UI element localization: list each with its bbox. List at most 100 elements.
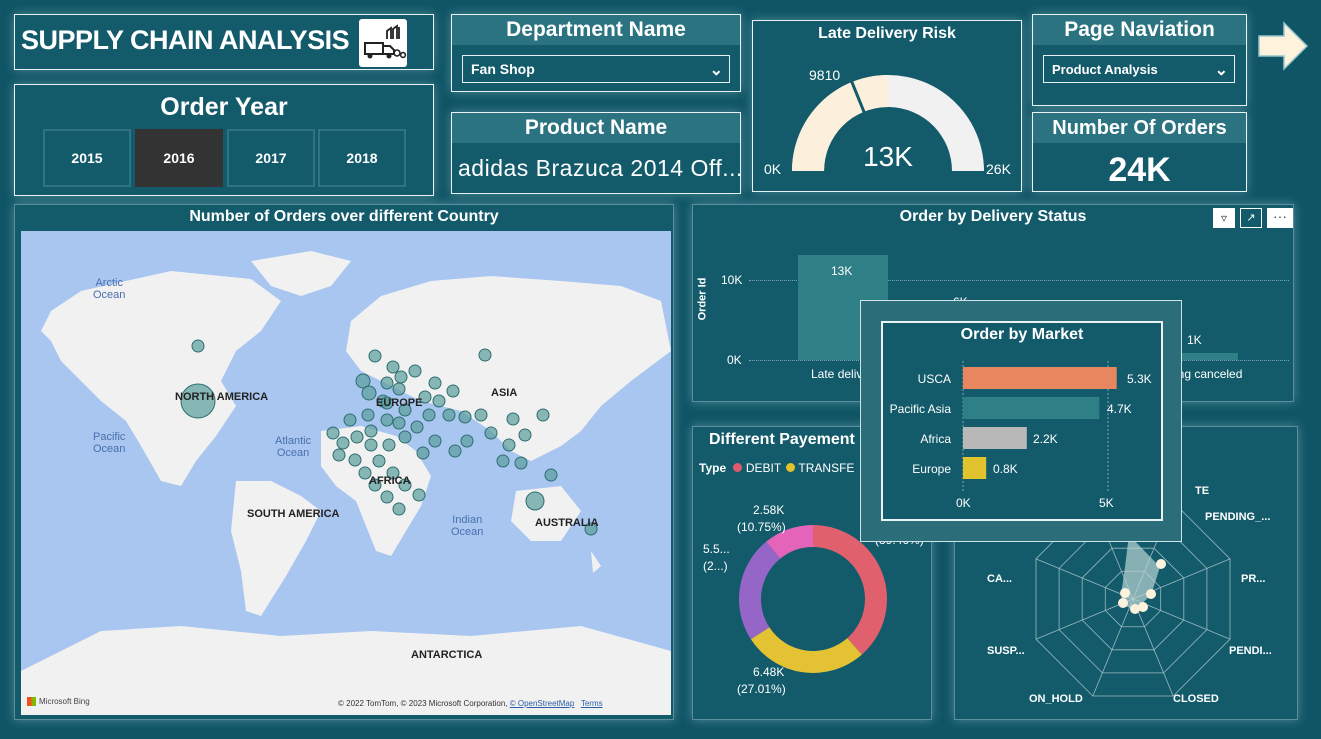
map-bubble[interactable] [398, 430, 412, 444]
map-bubble[interactable] [394, 370, 408, 384]
map-bubble[interactable] [336, 436, 350, 450]
map-bubble[interactable] [506, 412, 520, 426]
payment-donut[interactable] [733, 519, 893, 679]
map-bubble[interactable] [460, 434, 474, 448]
map-bubble[interactable] [380, 376, 394, 390]
market-bar-europe[interactable] [963, 457, 987, 479]
map-bubble[interactable] [372, 454, 386, 468]
map-bubble[interactable] [448, 444, 462, 458]
map-bubble[interactable] [398, 403, 412, 417]
map-bubble[interactable] [418, 390, 432, 404]
chevron-down-icon: ⌄ [1214, 62, 1228, 79]
map-bubble[interactable] [364, 438, 378, 452]
map-bubble[interactable] [446, 384, 460, 398]
map-bubble[interactable] [361, 408, 375, 422]
page-nav-value: Product Analysis [1052, 61, 1158, 77]
map-bubble[interactable] [343, 413, 357, 427]
delivery-bar-label-1k: 1K [1187, 333, 1202, 347]
map-bubble[interactable] [544, 468, 558, 482]
map-bubble[interactable] [584, 522, 598, 536]
map-bubble[interactable] [392, 416, 406, 430]
map-bubble[interactable] [458, 410, 472, 424]
year-button-2017[interactable]: 2017 [227, 129, 315, 187]
product-value: adidas Brazuca 2014 Off... [458, 155, 743, 181]
map-bubble[interactable] [514, 456, 528, 470]
map-bubble[interactable] [191, 339, 205, 353]
donut-slice-0[interactable] [813, 525, 887, 655]
map-bubble[interactable] [386, 466, 400, 480]
delivery-bar-label-13k: 13K [831, 264, 853, 278]
bing-logo: Microsoft Bing [27, 697, 90, 706]
world-map[interactable]: Arctic Ocean NORTH AMERICA EUROPE ASIA P… [21, 231, 671, 715]
map-bubble[interactable] [412, 488, 426, 502]
page-nav-dropdown[interactable]: Product Analysis ⌄ [1043, 55, 1235, 83]
map-bubble[interactable] [392, 382, 406, 396]
gauge-max-label: 26K [986, 161, 1011, 177]
map-bubble[interactable] [361, 385, 377, 401]
market-bar-africa[interactable] [963, 427, 1027, 449]
map-bubble[interactable] [502, 438, 516, 452]
arctic-ocean-label: Arctic Ocean [93, 277, 126, 301]
australia-label: AUSTRALIA [535, 517, 599, 529]
antarctica-label: ANTARCTICA [411, 649, 483, 661]
map-bubble[interactable] [386, 360, 400, 374]
market-bar-pacific-asia[interactable] [963, 397, 1100, 419]
delivery-bar-canceled[interactable] [1148, 353, 1238, 360]
map-bubble[interactable] [382, 438, 396, 452]
map-bubble[interactable] [432, 394, 446, 408]
map-bubble[interactable] [368, 478, 382, 492]
donut-slice-3[interactable] [766, 525, 813, 559]
gauge-min-label: 0K [764, 161, 782, 177]
map-bubble[interactable] [518, 428, 532, 442]
gauge-target-label: 9810 [809, 67, 841, 83]
map-bubble[interactable] [536, 408, 550, 422]
market-bar-usca[interactable] [963, 367, 1117, 389]
page-nav-card: Page Naviation Product Analysis ⌄ [1032, 14, 1247, 106]
map-bubble[interactable] [332, 448, 346, 462]
donut-slice-2[interactable] [739, 541, 781, 640]
map-bubble[interactable] [368, 349, 382, 363]
map-bubble[interactable] [416, 446, 430, 460]
map-bubble[interactable] [350, 430, 364, 444]
map-bubble[interactable] [408, 364, 422, 378]
market-cat-usca: USCA [917, 372, 951, 386]
department-dropdown[interactable]: Fan Shop ⌄ [462, 55, 730, 83]
map-bubble[interactable] [422, 408, 436, 422]
map-bubble[interactable] [398, 478, 412, 492]
payment-label-1-pct: (10.75%) [737, 520, 786, 534]
more-options-icon[interactable]: ··· [1267, 208, 1293, 228]
map-bubble[interactable] [364, 424, 378, 438]
next-page-arrow-icon[interactable] [1256, 20, 1310, 72]
map-bubble[interactable] [180, 383, 216, 419]
year-button-2016[interactable]: 2016 [135, 129, 223, 187]
map-bubble[interactable] [348, 453, 362, 467]
year-button-2018[interactable]: 2018 [318, 129, 406, 187]
map-bubble[interactable] [428, 376, 442, 390]
map-bubble[interactable] [380, 490, 394, 504]
map-bubble[interactable] [478, 348, 492, 362]
late-delivery-gauge [792, 74, 984, 171]
year-button-2015[interactable]: 2015 [43, 129, 131, 187]
product-title: Product Name [452, 113, 740, 143]
map-bubble[interactable] [358, 466, 372, 480]
donut-slice-1[interactable] [750, 627, 862, 673]
map-bubble[interactable] [380, 396, 394, 410]
map-bubble[interactable] [355, 373, 371, 389]
map-bubble[interactable] [496, 454, 510, 468]
terms-link[interactable]: Terms [580, 699, 603, 708]
radar-label-suspected: SUSP... [987, 645, 1025, 657]
map-bubble[interactable] [392, 502, 406, 516]
map-bubble[interactable] [525, 491, 545, 511]
map-bubble[interactable] [484, 426, 498, 440]
map-bubble[interactable] [410, 420, 424, 434]
order-year-card: Order Year 2015 2016 2017 2018 [14, 84, 434, 196]
map-bubble[interactable] [380, 413, 394, 427]
map-bubble[interactable] [326, 426, 340, 440]
map-bubble[interactable] [428, 434, 442, 448]
map-bubble[interactable] [442, 408, 456, 422]
filter-icon[interactable]: ▿ [1213, 208, 1235, 228]
osm-link[interactable]: © OpenStreetMap [509, 699, 575, 708]
focus-mode-icon[interactable]: ↗ [1240, 208, 1262, 228]
map-bubble[interactable] [474, 408, 488, 422]
payment-label-1-value: 2.58K [753, 503, 785, 517]
